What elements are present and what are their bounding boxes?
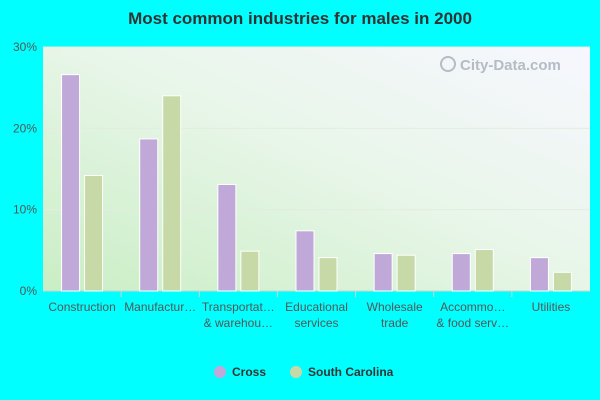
x-tick-label: Wholesale	[367, 300, 423, 314]
x-tick-label: & food serv…	[436, 316, 509, 330]
x-tick-label: Accommo…	[440, 300, 505, 314]
chart-title: Most common industries for males in 2000	[128, 9, 472, 28]
bar-cross	[529, 257, 549, 292]
x-tick-label: services	[294, 316, 338, 330]
bar-cross	[217, 183, 237, 292]
x-tick-label: trade	[381, 316, 409, 330]
bar-south-carolina	[84, 175, 104, 292]
x-tick-label: Construction	[48, 300, 115, 314]
y-tick-label: 20%	[13, 121, 37, 135]
bar-south-carolina	[552, 271, 572, 292]
y-tick-label: 0%	[20, 284, 38, 298]
watermark-search-icon	[440, 56, 456, 72]
bar-south-carolina	[162, 95, 182, 292]
x-tick-label: Utilities	[532, 300, 571, 314]
legend-label: South Carolina	[308, 365, 394, 379]
x-tick-label: Manufactur…	[124, 300, 196, 314]
bar-cross	[295, 230, 315, 292]
bar-south-carolina	[396, 254, 416, 292]
watermark-text: City-Data.com	[460, 57, 561, 74]
legend-swatch	[214, 366, 226, 378]
plot-area	[43, 47, 590, 291]
bar-cross	[373, 253, 393, 292]
y-tick-label: 10%	[13, 203, 37, 217]
x-tick-label: & warehou…	[204, 316, 273, 330]
bar-cross	[61, 74, 81, 292]
watermark: City-Data.com	[440, 56, 561, 74]
x-tick-label: Transportat…	[202, 300, 275, 314]
x-tick-label: Educational	[285, 300, 348, 314]
bar-south-carolina	[318, 257, 338, 292]
bar-cross	[139, 138, 159, 292]
y-tick-label: 30%	[13, 40, 37, 54]
bar-south-carolina	[240, 250, 260, 292]
legend-swatch	[290, 366, 302, 378]
legend-label: Cross	[232, 365, 266, 379]
bar-cross	[451, 253, 471, 292]
bar-south-carolina	[474, 249, 494, 292]
